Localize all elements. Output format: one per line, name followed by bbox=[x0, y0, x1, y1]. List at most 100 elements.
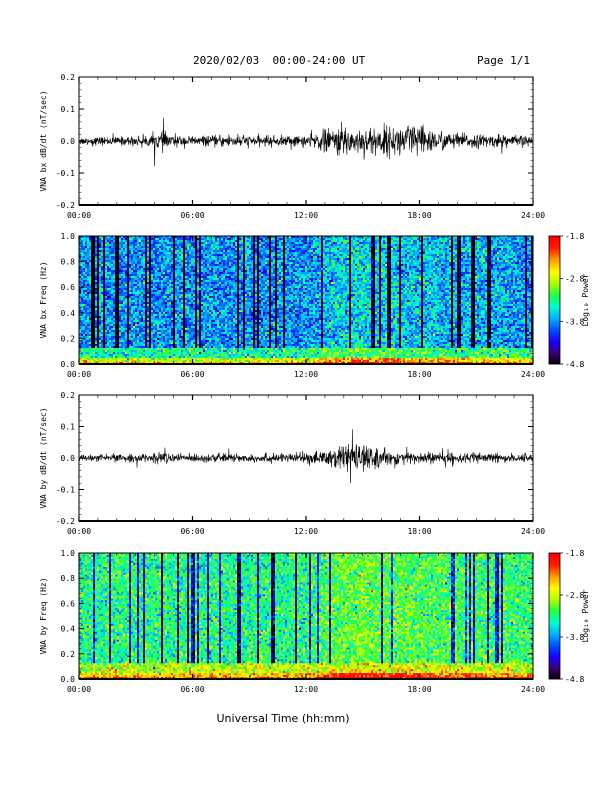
spectrogram-cell bbox=[121, 344, 123, 346]
spectrogram-cell bbox=[113, 244, 115, 246]
spectrogram-cell bbox=[141, 356, 143, 358]
spectrogram-cell bbox=[107, 280, 109, 282]
spectrogram-cell bbox=[105, 320, 107, 322]
spectrogram-cell bbox=[123, 278, 125, 280]
spectrogram-cell bbox=[95, 294, 97, 296]
spectrogram-cell bbox=[97, 262, 99, 264]
spectrogram-cell bbox=[101, 284, 103, 286]
spectrogram-cell bbox=[121, 306, 123, 308]
spectrogram-cell bbox=[137, 286, 139, 288]
spectrogram-cell bbox=[119, 252, 121, 254]
spectrogram-cell bbox=[133, 276, 135, 278]
spectrogram-cell bbox=[87, 316, 89, 318]
spectrogram-cell bbox=[119, 316, 121, 318]
spectrogram-cell bbox=[83, 358, 85, 360]
spectrogram-cell bbox=[131, 254, 133, 256]
spectrogram-cell bbox=[111, 274, 113, 276]
spectrogram-cell bbox=[119, 304, 121, 306]
spectrogram-cell bbox=[105, 262, 107, 264]
y-tick-label: -0.2 bbox=[56, 201, 75, 210]
spectrogram-cell bbox=[137, 274, 139, 276]
spectrogram-cell bbox=[111, 358, 113, 360]
spectrogram-cell bbox=[135, 274, 137, 276]
spectrogram-cell bbox=[87, 308, 89, 310]
spectrogram-cell bbox=[101, 260, 103, 262]
spectrogram-cell bbox=[135, 354, 137, 356]
spectrogram-cell bbox=[99, 346, 101, 348]
spectrogram-cell bbox=[133, 344, 135, 346]
spectrogram-cell bbox=[111, 290, 113, 292]
spectrogram-cell bbox=[129, 294, 131, 296]
spectrogram-cell bbox=[95, 278, 97, 280]
spectrogram-cell bbox=[95, 242, 97, 244]
spectrogram-cell bbox=[127, 296, 129, 298]
spectrogram-cell bbox=[127, 264, 129, 266]
spectrogram-cell bbox=[83, 344, 85, 346]
spectrogram-cell bbox=[139, 326, 141, 328]
spectrogram-cell bbox=[127, 336, 129, 338]
spectrogram-cell bbox=[131, 286, 133, 288]
spectrogram-cell bbox=[139, 354, 141, 356]
spectrogram-cell bbox=[131, 258, 133, 260]
spectrogram-cell bbox=[81, 244, 83, 246]
spectrogram-cell bbox=[137, 318, 139, 320]
spectrogram-cell bbox=[83, 330, 85, 332]
spectrogram-cell bbox=[125, 266, 127, 268]
spectrogram-cell bbox=[89, 304, 91, 306]
spectrogram-cell bbox=[109, 316, 111, 318]
spectrogram-cell bbox=[129, 310, 131, 312]
spectrogram-cell bbox=[103, 282, 105, 284]
spectrogram-cell bbox=[89, 246, 91, 248]
spectrogram-cell bbox=[115, 274, 117, 276]
spectrogram-cell bbox=[103, 336, 105, 338]
spectrogram-cell bbox=[117, 290, 119, 292]
spectrogram-cell bbox=[107, 338, 109, 340]
spectrogram-cell bbox=[85, 316, 87, 318]
spectrogram-cell bbox=[85, 266, 87, 268]
spectrogram-cell bbox=[95, 244, 97, 246]
spectrogram-cell bbox=[87, 332, 89, 334]
spectrogram-cell bbox=[131, 288, 133, 290]
spectrogram-cell bbox=[117, 332, 119, 334]
spectrogram-cell bbox=[83, 262, 85, 264]
spectrogram-cell bbox=[111, 270, 113, 272]
spectrogram-cell bbox=[103, 272, 105, 274]
spectrogram-cell bbox=[137, 300, 139, 302]
spectrogram-cell bbox=[129, 256, 131, 258]
spectrogram-cell bbox=[107, 270, 109, 272]
spectrogram-cell bbox=[135, 312, 137, 314]
spectrogram-cell bbox=[85, 252, 87, 254]
spectrogram-cell bbox=[91, 262, 93, 264]
spectrogram-cell bbox=[129, 250, 131, 252]
spectrogram-cell bbox=[109, 246, 111, 248]
spectrogram-cell bbox=[127, 240, 129, 242]
spectrogram-cell bbox=[85, 322, 87, 324]
spectrogram-cell bbox=[127, 266, 129, 268]
spectrogram-cell bbox=[139, 290, 141, 292]
spectrogram-cell bbox=[95, 240, 97, 242]
spectrogram-cell bbox=[115, 350, 117, 352]
spectrogram-cell bbox=[125, 330, 127, 332]
spectrogram-cell bbox=[103, 322, 105, 324]
spectrogram-cell bbox=[109, 282, 111, 284]
spectrogram-cell bbox=[101, 322, 103, 324]
spectrogram-cell bbox=[89, 292, 91, 294]
spectrogram-cell bbox=[105, 328, 107, 330]
spectrogram-cell bbox=[135, 244, 137, 246]
spectrogram-cell bbox=[91, 312, 93, 314]
spectrogram-cell bbox=[107, 352, 109, 354]
spectrogram-cell bbox=[125, 322, 127, 324]
spectrogram-cell bbox=[109, 314, 111, 316]
spectrogram-cell bbox=[135, 286, 137, 288]
spectrogram-cell bbox=[113, 246, 115, 248]
spectrogram-cell bbox=[91, 344, 93, 346]
spectrogram-cell bbox=[141, 272, 143, 274]
spectrogram-cell bbox=[107, 344, 109, 346]
spectrogram-cell bbox=[105, 240, 107, 242]
spectrogram-cell bbox=[87, 292, 89, 294]
spectrogram-cell bbox=[91, 354, 93, 356]
spectrogram-cell bbox=[119, 256, 121, 258]
spectrogram-cell bbox=[105, 314, 107, 316]
spectrogram-cell bbox=[123, 324, 125, 326]
spectrogram-cell bbox=[111, 342, 113, 344]
